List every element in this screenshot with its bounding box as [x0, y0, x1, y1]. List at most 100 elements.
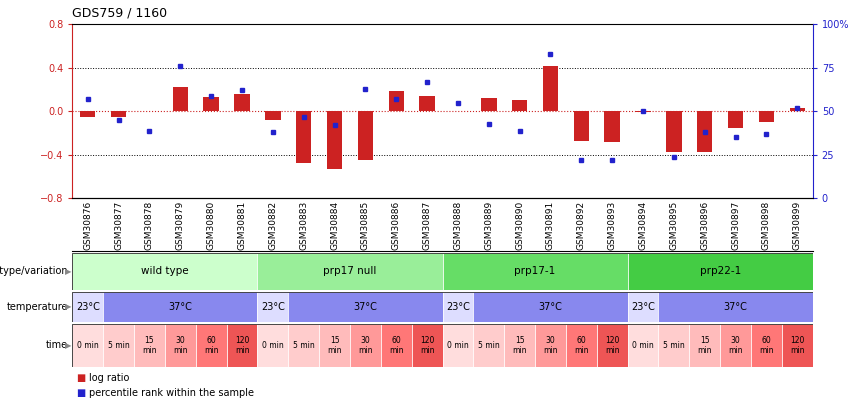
Text: GSM30897: GSM30897 [731, 201, 740, 250]
Text: GSM30896: GSM30896 [700, 201, 709, 250]
Text: GSM30899: GSM30899 [793, 201, 802, 250]
Text: ■: ■ [77, 373, 86, 383]
Bar [319, 324, 350, 367]
Text: GSM30898: GSM30898 [762, 201, 771, 250]
Text: prp17-1: prp17-1 [515, 266, 556, 276]
Text: prp22-1: prp22-1 [700, 266, 740, 276]
Bar [288, 324, 319, 367]
Text: 30
min: 30 min [728, 336, 743, 355]
Bar [266, 111, 281, 120]
Text: GSM30891: GSM30891 [546, 201, 555, 250]
Bar [412, 324, 443, 367]
Bar [473, 324, 504, 367]
Text: 60
min: 60 min [759, 336, 774, 355]
Text: ▶: ▶ [65, 267, 71, 276]
Text: GSM30880: GSM30880 [207, 201, 215, 250]
Bar [420, 96, 435, 111]
Bar [728, 111, 743, 128]
Text: genotype/variation: genotype/variation [0, 266, 68, 276]
Text: 37°C: 37°C [723, 302, 747, 312]
Text: 15
min: 15 min [328, 336, 342, 355]
Bar [134, 324, 165, 367]
Bar [257, 292, 288, 322]
Bar [226, 324, 257, 367]
Text: 30
min: 30 min [543, 336, 557, 355]
Bar [697, 111, 712, 151]
Text: GSM30894: GSM30894 [638, 201, 648, 250]
Text: 0 min: 0 min [77, 341, 99, 350]
Text: temperature: temperature [7, 302, 68, 312]
Text: 15
min: 15 min [698, 336, 712, 355]
Bar [165, 324, 196, 367]
Text: GSM30895: GSM30895 [670, 201, 678, 250]
Bar [111, 111, 126, 117]
Text: 5 min: 5 min [108, 341, 129, 350]
Bar [627, 292, 659, 322]
Text: percentile rank within the sample: percentile rank within the sample [89, 388, 254, 399]
Bar [720, 324, 751, 367]
Text: 0 min: 0 min [447, 341, 469, 350]
Text: 5 min: 5 min [293, 341, 315, 350]
Text: GSM30884: GSM30884 [330, 201, 339, 250]
Text: GSM30876: GSM30876 [83, 201, 92, 250]
Bar [234, 94, 249, 111]
Text: GSM30877: GSM30877 [114, 201, 123, 250]
Text: GSM30879: GSM30879 [176, 201, 185, 250]
Bar [327, 111, 342, 169]
Bar [666, 111, 682, 151]
Text: 60
min: 60 min [204, 336, 219, 355]
Bar [103, 324, 134, 367]
Bar [296, 111, 311, 162]
Bar [751, 324, 782, 367]
Text: 5 min: 5 min [478, 341, 500, 350]
Bar [443, 292, 473, 322]
Bar [512, 100, 528, 111]
Text: 60
min: 60 min [574, 336, 589, 355]
Bar [350, 324, 380, 367]
Text: ▶: ▶ [65, 341, 71, 350]
Bar [173, 87, 188, 111]
Text: GSM30890: GSM30890 [515, 201, 524, 250]
Bar [443, 324, 473, 367]
Text: 0 min: 0 min [632, 341, 654, 350]
Text: GSM30888: GSM30888 [454, 201, 462, 250]
Bar [604, 111, 620, 142]
Bar [103, 292, 257, 322]
Bar [72, 292, 103, 322]
Text: log ratio: log ratio [89, 373, 129, 383]
Text: 0 min: 0 min [262, 341, 283, 350]
Bar [504, 324, 535, 367]
Text: 37°C: 37°C [353, 302, 377, 312]
Bar [473, 292, 627, 322]
Bar [481, 98, 496, 111]
Text: GSM30881: GSM30881 [237, 201, 247, 250]
Bar [72, 253, 257, 290]
Bar [357, 111, 373, 160]
Text: 37°C: 37°C [539, 302, 563, 312]
Text: GSM30885: GSM30885 [361, 201, 370, 250]
Bar [380, 324, 412, 367]
Bar [782, 324, 813, 367]
Bar [257, 324, 288, 367]
Text: GSM30883: GSM30883 [300, 201, 308, 250]
Bar [566, 324, 597, 367]
Bar [72, 324, 103, 367]
Bar [80, 111, 95, 117]
Text: GSM30886: GSM30886 [391, 201, 401, 250]
Text: GSM30892: GSM30892 [577, 201, 585, 250]
Bar [574, 111, 589, 141]
Bar [636, 111, 651, 113]
Bar [543, 66, 558, 111]
Text: GSM30887: GSM30887 [423, 201, 431, 250]
Bar [288, 292, 443, 322]
Bar [627, 253, 813, 290]
Text: GSM30893: GSM30893 [608, 201, 617, 250]
Bar [790, 108, 805, 111]
Text: 37°C: 37°C [168, 302, 192, 312]
Bar [597, 324, 627, 367]
Text: 23°C: 23°C [76, 302, 100, 312]
Text: 120
min: 120 min [790, 336, 804, 355]
Text: 23°C: 23°C [631, 302, 655, 312]
Bar [203, 97, 219, 111]
Bar [535, 324, 566, 367]
